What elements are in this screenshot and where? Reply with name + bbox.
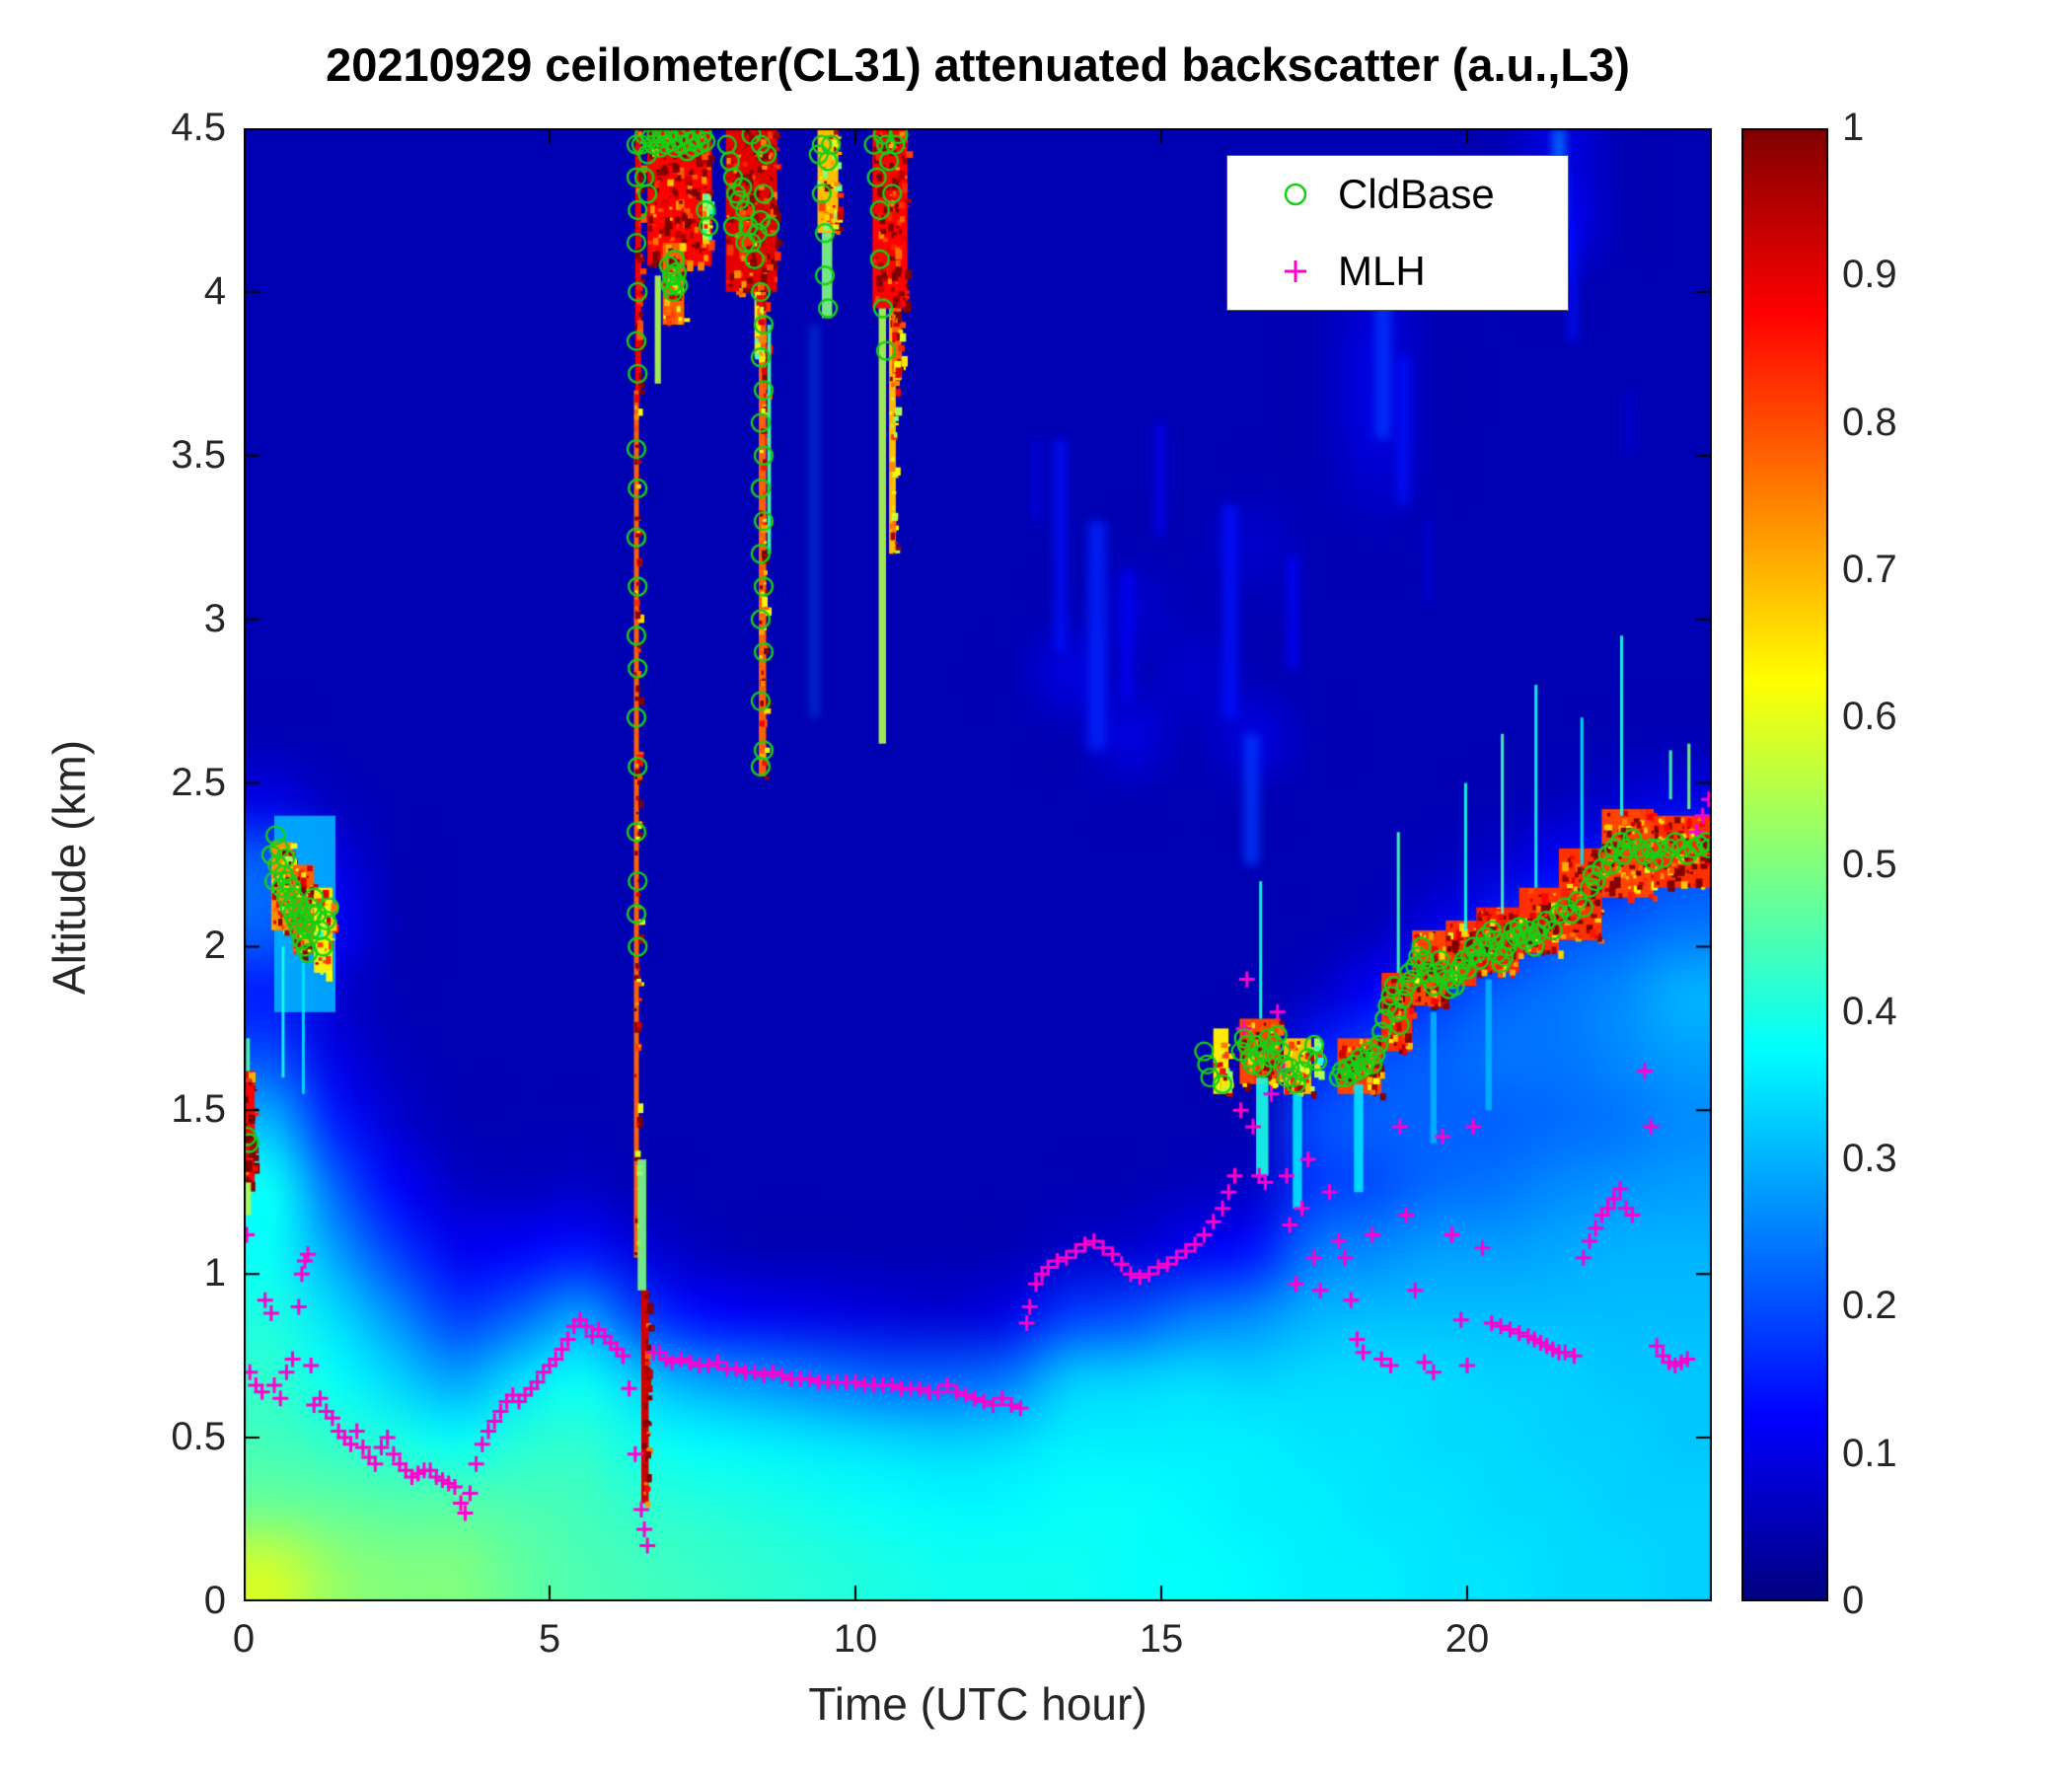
legend-item-cldbase: CldBase: [1227, 156, 1568, 233]
cldbase-circle-icon: [1253, 178, 1338, 211]
colorbar-tick-label: 0.1: [1842, 1431, 1897, 1475]
y-tick-label: 2: [203, 924, 226, 968]
colorbar-tick-label: 0.2: [1842, 1284, 1897, 1328]
x-axis-label: Time (UTC hour): [808, 1678, 1147, 1730]
y-tick-label: 3: [203, 596, 226, 640]
y-tick-label: 4.5: [171, 106, 226, 149]
y-axis-label: Altitude (km): [43, 739, 95, 996]
y-tick-label: 0: [203, 1579, 226, 1622]
x-tick-label: 10: [833, 1617, 878, 1661]
x-tick-label: 0: [232, 1617, 256, 1661]
chart-title: 20210929 ceilometer(CL31) attenuated bac…: [326, 38, 1630, 91]
colorbar-tick-label: 1: [1842, 106, 1865, 149]
x-tick-label: 20: [1444, 1617, 1490, 1661]
y-tick-label: 0.5: [171, 1415, 226, 1459]
colorbar-tick-label: 0.4: [1842, 989, 1897, 1033]
x-tick-label: 15: [1139, 1617, 1184, 1661]
legend-label-mlh: MLH: [1338, 248, 1426, 294]
y-tick-label: 1.5: [171, 1087, 226, 1132]
colorbar-tick-label: 0.7: [1842, 547, 1897, 591]
colorbar-tick-label: 0.8: [1842, 400, 1897, 444]
legend-box: CldBase MLH: [1226, 155, 1569, 311]
colorbar-tick-label: 0: [1842, 1579, 1865, 1622]
colorbar-tick-label: 0.5: [1842, 842, 1897, 886]
y-tick-label: 1: [203, 1251, 226, 1295]
heatmap-canvas: [244, 128, 1712, 1601]
legend-item-mlh: MLH: [1227, 233, 1568, 310]
y-tick-label: 3.5: [171, 432, 226, 477]
colorbar-tick-label: 0.3: [1842, 1137, 1897, 1181]
legend-label-cldbase: CldBase: [1338, 171, 1495, 217]
x-tick-label: 5: [538, 1617, 561, 1661]
colorbar-tick-label: 0.9: [1842, 253, 1897, 297]
y-tick-label: 2.5: [171, 760, 226, 804]
colorbar-canvas: [1741, 128, 1828, 1601]
mlh-plus-icon: [1253, 255, 1338, 288]
y-tick-label: 4: [203, 268, 226, 313]
colorbar-tick-label: 0.6: [1842, 695, 1897, 739]
